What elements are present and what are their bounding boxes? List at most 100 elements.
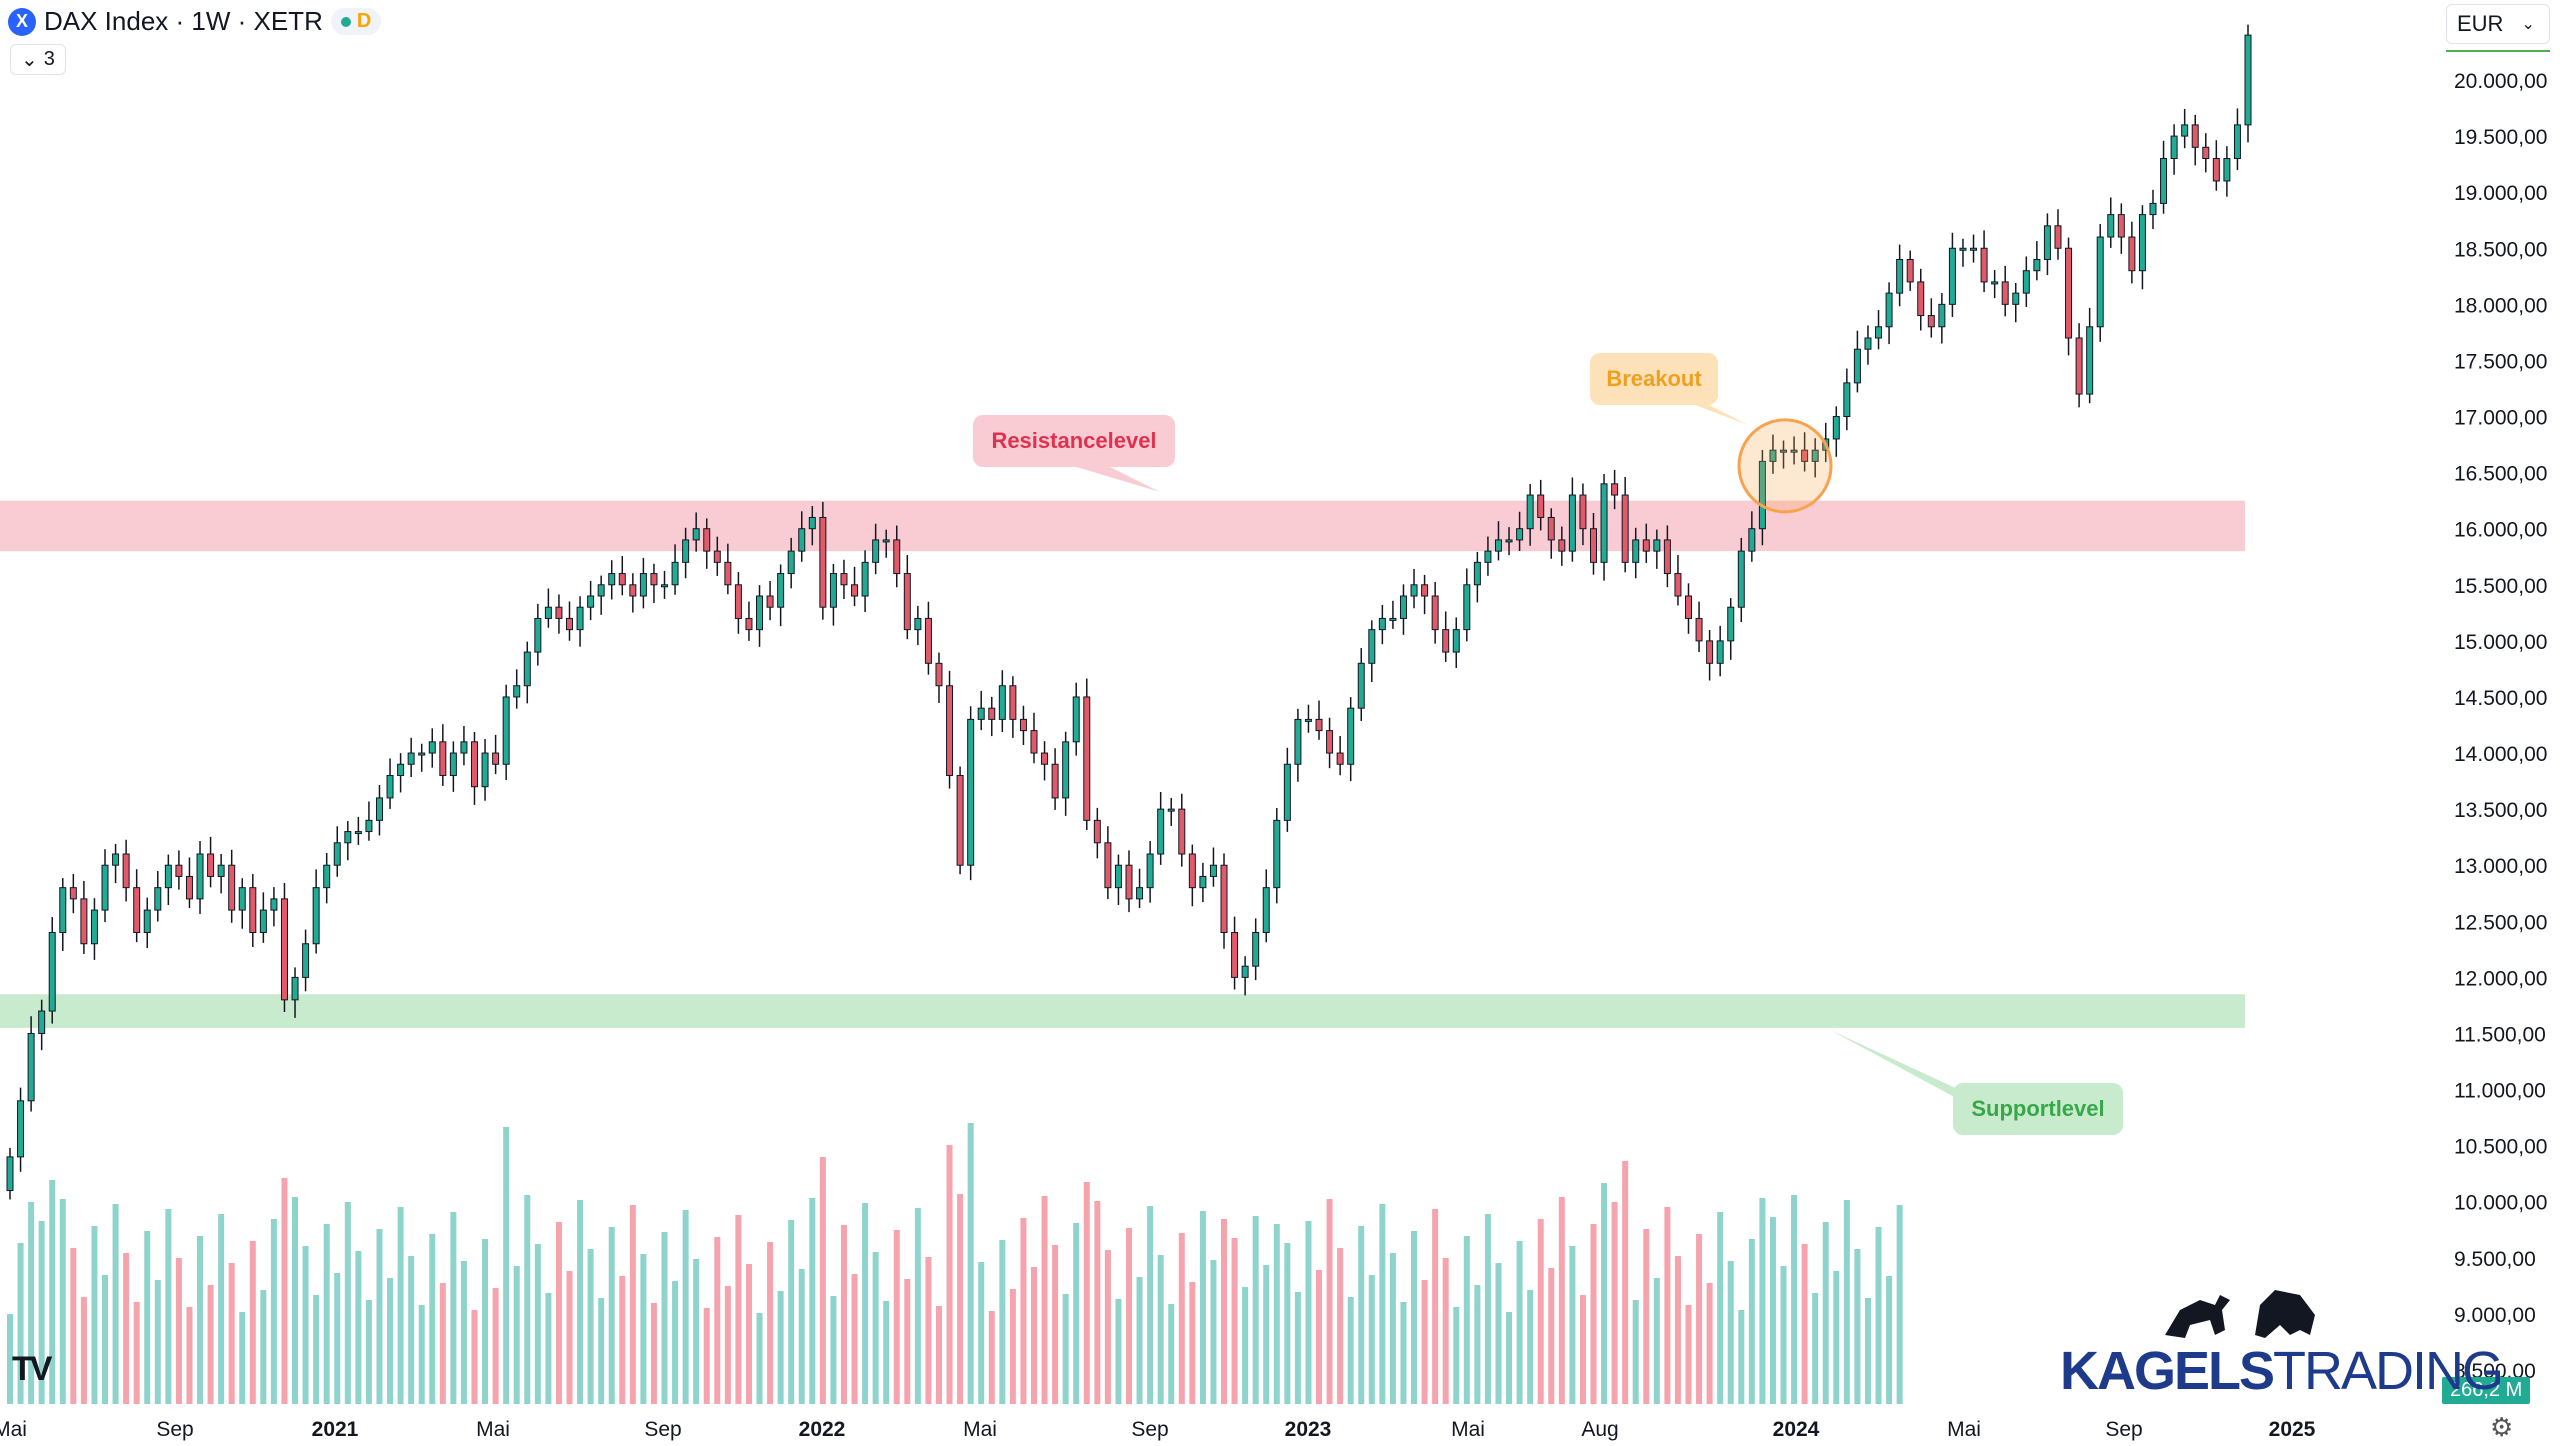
- volume-bar: [1157, 1255, 1164, 1404]
- y-tick-label: 11.000,00: [2454, 1080, 2546, 1103]
- candle-body: [6, 1156, 14, 1192]
- candle-body: [2170, 135, 2178, 160]
- volume-bar: [1062, 1294, 1069, 1404]
- candle-body: [935, 662, 943, 687]
- currency-select[interactable]: EUR ⌄: [2446, 4, 2550, 44]
- volume-bar: [344, 1202, 351, 1404]
- volume-bar: [1495, 1263, 1502, 1404]
- volume-bar: [207, 1285, 214, 1404]
- volume-bar: [1126, 1228, 1132, 1404]
- volume-bar: [1558, 1197, 1565, 1404]
- volume-bar: [1305, 1221, 1312, 1404]
- x-tick-label: Sep: [2105, 1418, 2142, 1441]
- y-tick-label: 16.500,00: [2454, 463, 2547, 486]
- candle-body: [2223, 158, 2231, 182]
- y-tick-label: 16.000,00: [2454, 519, 2547, 542]
- market-status-badge[interactable]: D: [330, 8, 382, 35]
- volume-bar: [587, 1249, 594, 1404]
- candle-body: [1632, 539, 1640, 563]
- volume-bar: [1379, 1204, 1386, 1404]
- candle-body: [1452, 629, 1460, 653]
- volume-bar: [619, 1276, 626, 1404]
- candle-body: [1262, 887, 1270, 934]
- volume-bar: [640, 1254, 647, 1404]
- candle-body: [439, 741, 447, 776]
- volume-bar: [1073, 1223, 1080, 1404]
- candle-body: [998, 685, 1006, 720]
- candle-body: [851, 584, 859, 597]
- volume-bar: [334, 1273, 341, 1404]
- market-open-dot-icon: [340, 16, 351, 27]
- volume-bar: [1326, 1199, 1333, 1404]
- candle-body: [1220, 864, 1228, 934]
- volume-bar: [555, 1222, 562, 1404]
- volume-bar: [851, 1274, 858, 1404]
- volume-bar: [439, 1283, 446, 1404]
- candle-body: [1663, 539, 1671, 575]
- volume-bar: [1759, 1198, 1766, 1404]
- candle-body: [1146, 853, 1154, 889]
- symbol-title[interactable]: DAX Index · 1W · XETR: [44, 6, 323, 36]
- candle-body: [756, 595, 764, 631]
- candle-body: [1241, 965, 1249, 978]
- chevron-down-icon: ⌄: [21, 49, 38, 71]
- candle-body: [291, 976, 299, 1001]
- candle-body: [280, 898, 288, 1001]
- candle-body: [375, 797, 383, 821]
- y-tick-label: 19.000,00: [2454, 182, 2547, 205]
- candle-body: [196, 853, 204, 900]
- candle-body: [2054, 225, 2062, 249]
- volume-bar: [1769, 1217, 1776, 1404]
- candle-body: [1030, 730, 1038, 754]
- volume-bar: [1294, 1292, 1301, 1404]
- candle-body: [1041, 752, 1049, 765]
- candle-body: [122, 853, 130, 889]
- candle-body: [1062, 741, 1070, 799]
- candle-body: [143, 909, 151, 934]
- volume-bar: [1706, 1283, 1713, 1404]
- x-tick-label: Aug: [1581, 1418, 1618, 1441]
- candle-body: [777, 573, 785, 608]
- candle-body: [1853, 348, 1861, 384]
- volume-bar: [387, 1278, 394, 1404]
- resistance-label: Resistancelevel: [973, 415, 1175, 467]
- volume-bar: [492, 1288, 499, 1404]
- volume-bar: [914, 1208, 921, 1404]
- volume-bar: [1843, 1200, 1850, 1404]
- candle-body: [523, 651, 531, 687]
- volume-bar: [1717, 1212, 1724, 1404]
- candle-body: [1948, 247, 1956, 305]
- volume-bar: [429, 1234, 436, 1404]
- volume-bar: [1263, 1265, 1270, 1404]
- y-tick-label: 12.000,00: [2454, 967, 2547, 990]
- volume-bar: [840, 1225, 847, 1404]
- x-tick-label: 2025: [2269, 1418, 2316, 1441]
- symbol-header[interactable]: X DAX Index · 1W · XETR D: [8, 6, 382, 37]
- volume-bar: [1094, 1201, 1101, 1404]
- candle-body: [1706, 640, 1714, 664]
- candle-body: [808, 516, 816, 530]
- y-tick-label: 15.000,00: [2454, 631, 2547, 654]
- tradingview-logo-icon[interactable]: TV: [12, 1350, 52, 1388]
- y-tick-label: 18.500,00: [2454, 238, 2547, 261]
- settings-gear-icon[interactable]: ⚙: [2490, 1412, 2514, 1442]
- candle-body: [829, 573, 837, 608]
- volume-bar: [788, 1220, 795, 1404]
- candle-body: [312, 887, 320, 945]
- volume-bar: [1780, 1266, 1787, 1404]
- candle-body: [418, 752, 426, 756]
- volume-bar: [302, 1246, 309, 1404]
- candle-body: [946, 685, 954, 776]
- candle-body: [1304, 718, 1312, 722]
- volume-bar: [798, 1269, 805, 1404]
- candle-body: [1104, 842, 1112, 889]
- x-tick-label: Mai: [476, 1418, 510, 1441]
- candle-body: [428, 741, 436, 754]
- candle-body: [840, 573, 848, 586]
- candle-body: [1347, 707, 1355, 765]
- volume-bar: [1664, 1207, 1671, 1404]
- volume-bar: [1801, 1244, 1808, 1404]
- indicator-collapse-button[interactable]: ⌄ 3: [10, 44, 66, 75]
- candle-body: [90, 909, 98, 945]
